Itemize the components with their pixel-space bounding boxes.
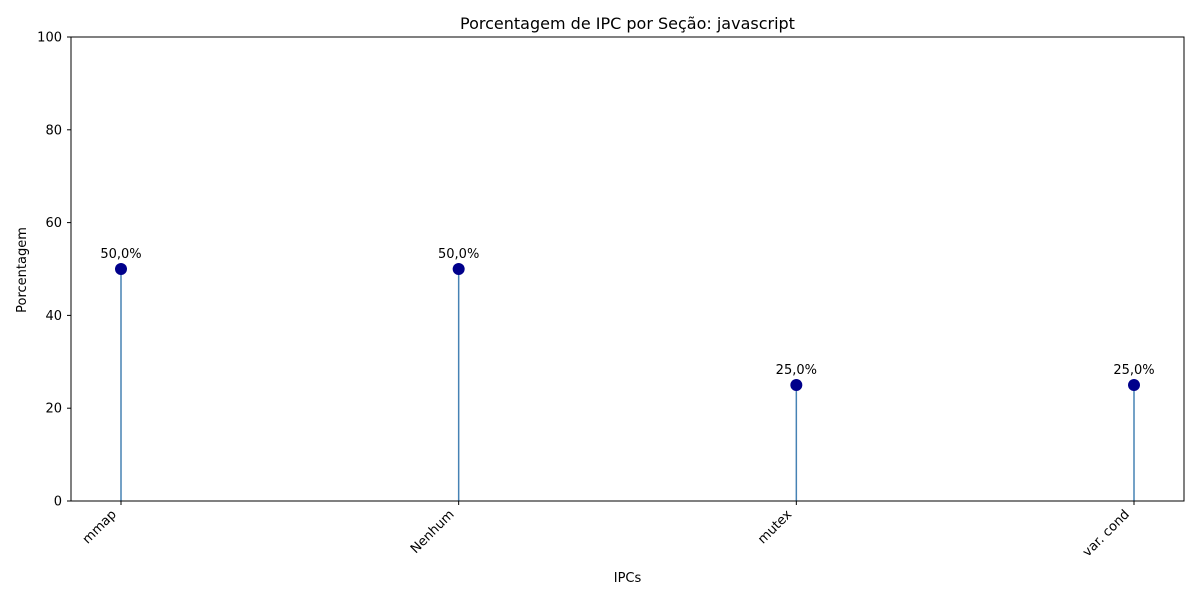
x-tick-label: Nenhum <box>408 507 458 557</box>
x-tick-label: var. cond <box>1080 507 1133 560</box>
x-tick-label: mutex <box>755 507 795 547</box>
chart-marks: 0 20 40 60 80 100 mmap 50,0% Nenhum 50,0% mutex 25,… <box>37 31 1154 561</box>
data-label: 25,0% <box>776 363 817 378</box>
y-tick-label: 40 <box>45 309 62 324</box>
lollipop-point <box>790 379 803 391</box>
y-tick-label: 0 <box>54 495 62 510</box>
lollipop-point <box>115 263 127 275</box>
chart-title: Porcentagem de IPC por Seção: javascript <box>460 14 795 33</box>
y-tick-label: 60 <box>45 216 62 231</box>
y-axis-label: Porcentagem <box>15 227 30 313</box>
y-tick-label: 20 <box>45 402 62 417</box>
data-label: 25,0% <box>1113 363 1154 378</box>
data-label: 50,0% <box>100 247 141 262</box>
x-tick-label: mmap <box>80 507 120 547</box>
lollipop-point <box>1128 379 1140 391</box>
y-tick-label: 100 <box>37 31 62 46</box>
data-label: 50,0% <box>438 247 479 262</box>
lollipop-point <box>452 263 465 275</box>
plot-frame <box>70 36 1185 502</box>
x-axis-label: IPCs <box>614 571 642 586</box>
y-tick-label: 80 <box>45 123 62 138</box>
